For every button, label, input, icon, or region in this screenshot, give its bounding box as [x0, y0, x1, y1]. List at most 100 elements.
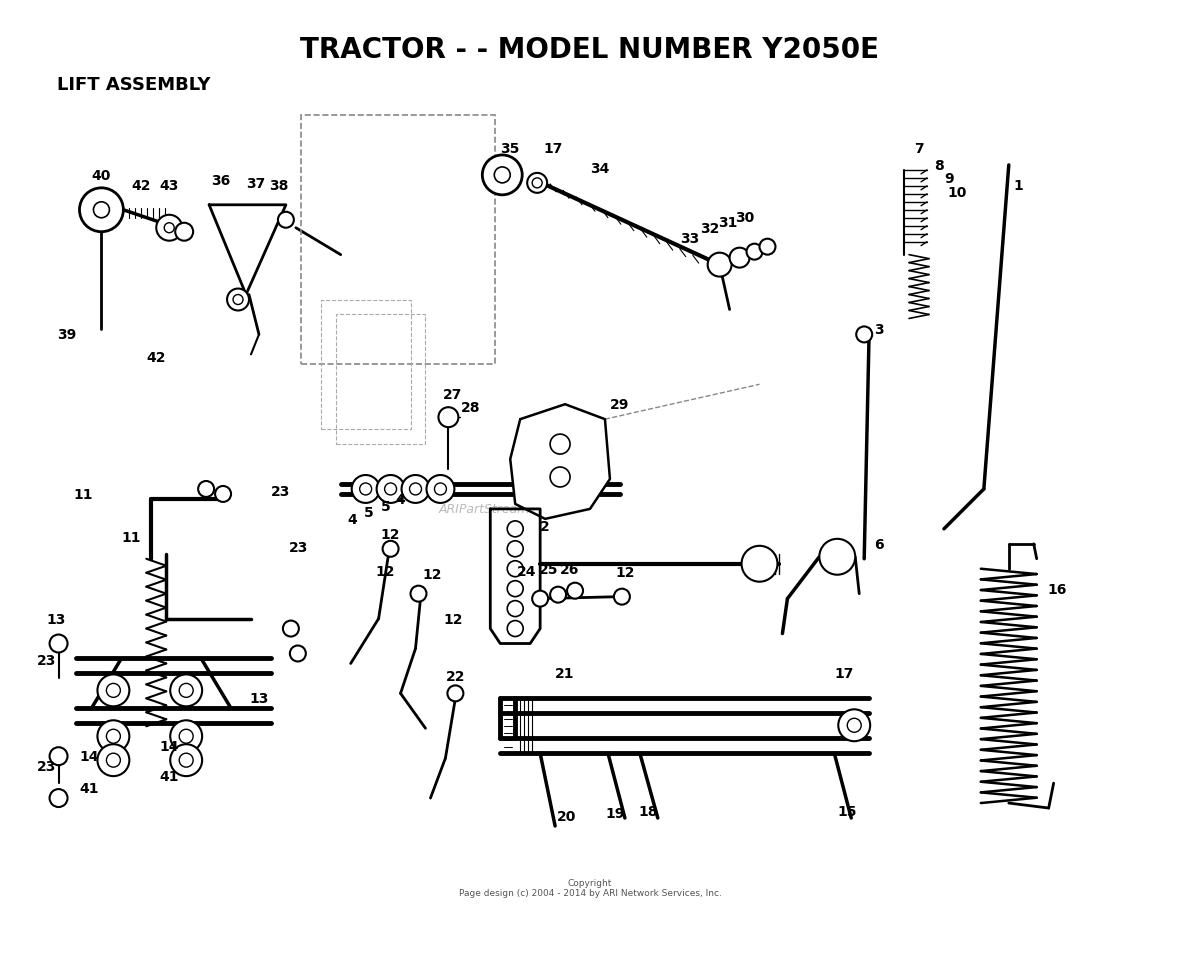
Circle shape — [283, 621, 299, 637]
Circle shape — [98, 720, 130, 753]
Circle shape — [106, 754, 120, 767]
Text: 28: 28 — [460, 401, 480, 415]
Circle shape — [198, 481, 214, 497]
Circle shape — [376, 476, 405, 503]
Circle shape — [729, 249, 749, 269]
Text: 16: 16 — [1047, 582, 1067, 596]
Text: 41: 41 — [80, 781, 99, 795]
Text: 19: 19 — [605, 806, 624, 821]
Circle shape — [290, 646, 306, 661]
Text: 39: 39 — [57, 328, 77, 342]
Circle shape — [179, 754, 194, 767]
Text: 12: 12 — [444, 612, 463, 626]
Text: 33: 33 — [680, 232, 700, 246]
Text: 31: 31 — [717, 215, 738, 230]
Circle shape — [98, 744, 130, 777]
Circle shape — [760, 239, 775, 255]
Text: 3: 3 — [874, 323, 884, 337]
Circle shape — [447, 685, 464, 701]
Circle shape — [550, 468, 570, 487]
Circle shape — [50, 789, 67, 807]
Text: 34: 34 — [590, 162, 610, 175]
Text: 23: 23 — [37, 654, 57, 668]
Circle shape — [170, 675, 202, 706]
Text: 32: 32 — [700, 221, 720, 235]
Circle shape — [819, 539, 856, 575]
Text: 2: 2 — [540, 519, 550, 534]
Text: 12: 12 — [376, 564, 395, 578]
Circle shape — [50, 747, 67, 765]
Text: 41: 41 — [159, 769, 179, 783]
Circle shape — [170, 744, 202, 777]
Text: 4: 4 — [348, 513, 358, 526]
Text: 14: 14 — [80, 749, 99, 763]
Text: LIFT ASSEMBLY: LIFT ASSEMBLY — [57, 76, 210, 94]
Text: 36: 36 — [211, 173, 231, 188]
Circle shape — [494, 168, 510, 184]
Text: 40: 40 — [92, 169, 111, 183]
Text: 38: 38 — [269, 178, 289, 193]
Circle shape — [98, 675, 130, 706]
Text: Copyright
Page design (c) 2004 - 2014 by ARI Network Services, Inc.: Copyright Page design (c) 2004 - 2014 by… — [459, 878, 721, 898]
Circle shape — [550, 435, 570, 455]
Bar — [301, 116, 496, 365]
Text: 14: 14 — [159, 740, 179, 754]
Circle shape — [708, 253, 732, 277]
Circle shape — [426, 476, 454, 503]
Circle shape — [838, 710, 870, 741]
Text: 13: 13 — [47, 612, 66, 626]
Text: 37: 37 — [247, 176, 266, 191]
Text: 24: 24 — [517, 564, 536, 578]
Text: 1: 1 — [1014, 178, 1023, 193]
Text: 30: 30 — [735, 211, 754, 225]
Text: 6: 6 — [874, 537, 884, 551]
Circle shape — [857, 327, 872, 343]
Circle shape — [401, 476, 430, 503]
Circle shape — [439, 408, 458, 428]
Circle shape — [227, 290, 249, 312]
Circle shape — [550, 587, 566, 603]
Text: 35: 35 — [500, 142, 520, 155]
Circle shape — [614, 589, 630, 605]
Circle shape — [847, 719, 861, 733]
Text: 26: 26 — [560, 562, 579, 577]
Text: 5: 5 — [381, 499, 391, 514]
Text: ARIPartStream™: ARIPartStream™ — [438, 503, 543, 516]
Circle shape — [483, 155, 523, 195]
Circle shape — [170, 720, 202, 753]
Text: 25: 25 — [539, 562, 559, 577]
Circle shape — [106, 683, 120, 698]
Text: 13: 13 — [249, 692, 269, 705]
Circle shape — [179, 729, 194, 743]
Circle shape — [741, 546, 778, 582]
Polygon shape — [491, 509, 540, 644]
Text: 29: 29 — [610, 397, 630, 412]
Circle shape — [352, 476, 380, 503]
Text: 18: 18 — [638, 804, 657, 819]
Text: 10: 10 — [948, 186, 966, 199]
Circle shape — [164, 224, 175, 233]
Polygon shape — [510, 405, 610, 519]
Circle shape — [175, 224, 194, 241]
Text: 42: 42 — [131, 178, 151, 193]
Circle shape — [385, 483, 396, 496]
Text: 12: 12 — [422, 567, 442, 581]
Text: 21: 21 — [556, 667, 575, 680]
Text: 12: 12 — [615, 565, 635, 579]
Circle shape — [507, 521, 523, 537]
Bar — [321, 300, 411, 430]
Text: 23: 23 — [271, 484, 290, 498]
Circle shape — [507, 581, 523, 597]
Text: 17: 17 — [834, 667, 854, 680]
Circle shape — [409, 483, 421, 496]
Circle shape — [156, 215, 182, 241]
Text: 17: 17 — [544, 142, 563, 155]
Circle shape — [93, 203, 110, 218]
Circle shape — [507, 541, 523, 558]
Text: 11: 11 — [73, 487, 93, 501]
Circle shape — [527, 173, 548, 193]
Text: 27: 27 — [442, 388, 463, 402]
Circle shape — [382, 541, 399, 558]
Text: 8: 8 — [935, 159, 944, 172]
Circle shape — [232, 295, 243, 305]
